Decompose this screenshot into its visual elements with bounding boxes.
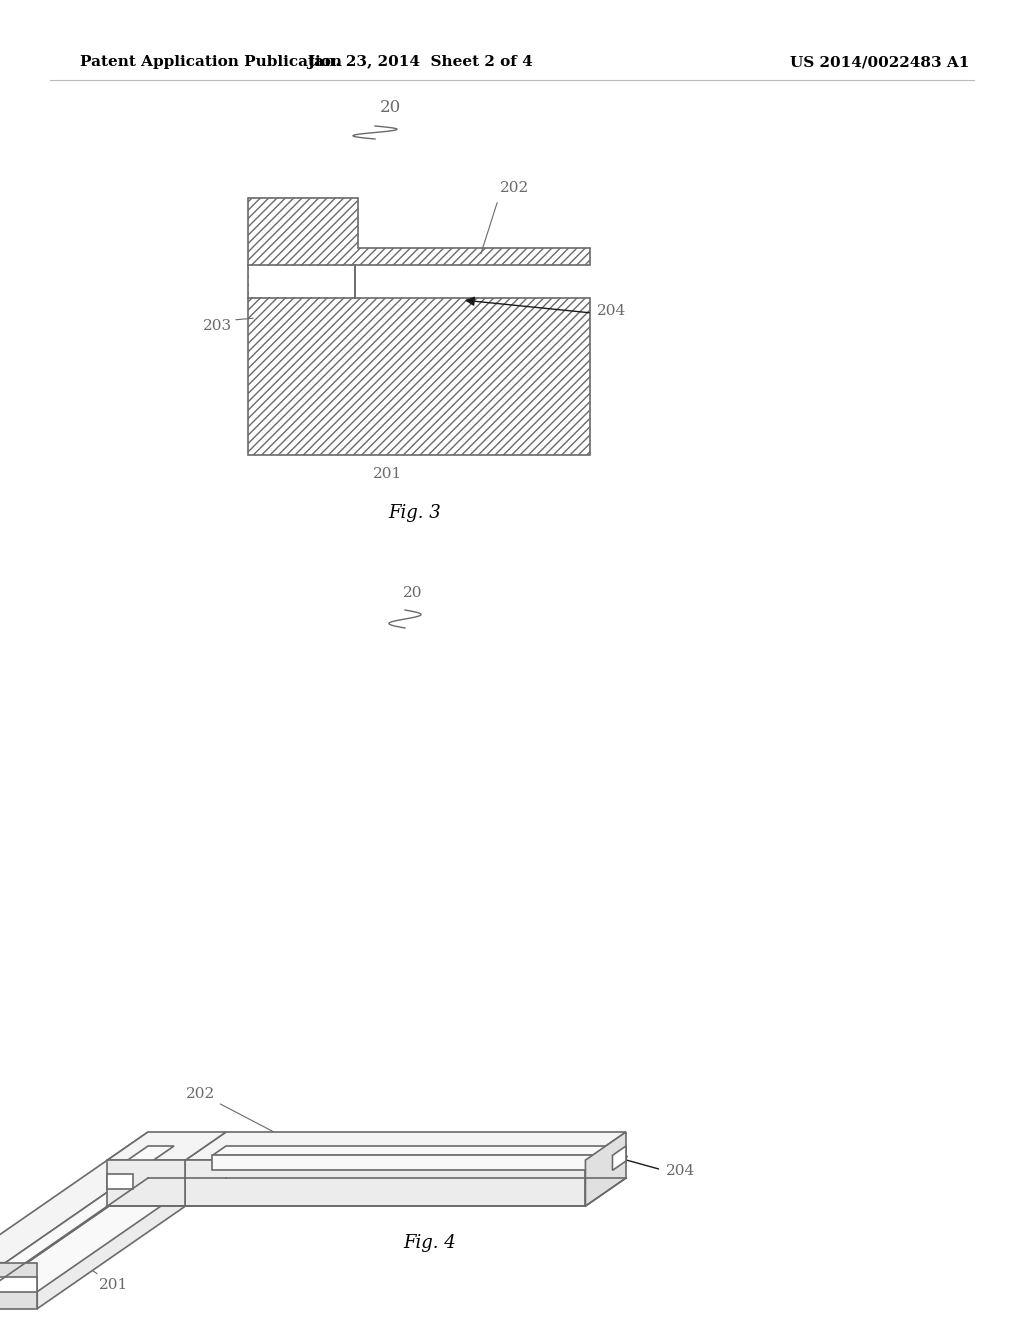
Polygon shape: [108, 1133, 148, 1206]
Text: 204: 204: [667, 1164, 695, 1177]
Text: 203: 203: [203, 319, 232, 333]
Polygon shape: [0, 1276, 37, 1292]
Polygon shape: [612, 1146, 626, 1171]
Polygon shape: [108, 1160, 185, 1206]
Text: 20: 20: [403, 586, 423, 601]
Text: Jan. 23, 2014  Sheet 2 of 4: Jan. 23, 2014 Sheet 2 of 4: [307, 55, 532, 69]
Polygon shape: [0, 1173, 133, 1292]
Polygon shape: [108, 1146, 174, 1173]
Polygon shape: [0, 1189, 185, 1292]
Text: 202: 202: [185, 1086, 279, 1134]
Polygon shape: [0, 1173, 185, 1276]
Polygon shape: [213, 1162, 626, 1171]
Text: 202: 202: [500, 181, 529, 195]
Text: Patent Application Publication: Patent Application Publication: [80, 55, 342, 69]
Text: Fig. 4: Fig. 4: [403, 1234, 457, 1251]
Polygon shape: [185, 1160, 586, 1206]
Polygon shape: [185, 1133, 626, 1160]
Polygon shape: [248, 198, 590, 455]
Polygon shape: [213, 1155, 612, 1171]
Text: Fig. 3: Fig. 3: [389, 504, 441, 521]
Text: 201: 201: [374, 467, 402, 480]
Polygon shape: [0, 1263, 37, 1308]
Text: 20: 20: [379, 99, 400, 116]
Polygon shape: [108, 1133, 226, 1160]
Text: 204: 204: [597, 304, 627, 318]
Polygon shape: [249, 267, 354, 297]
Polygon shape: [108, 1173, 133, 1189]
Polygon shape: [213, 1146, 626, 1155]
Polygon shape: [586, 1133, 626, 1206]
Text: 201: 201: [67, 1253, 128, 1292]
Text: US 2014/0022483 A1: US 2014/0022483 A1: [790, 55, 970, 69]
Polygon shape: [0, 1160, 185, 1263]
Polygon shape: [37, 1160, 185, 1308]
